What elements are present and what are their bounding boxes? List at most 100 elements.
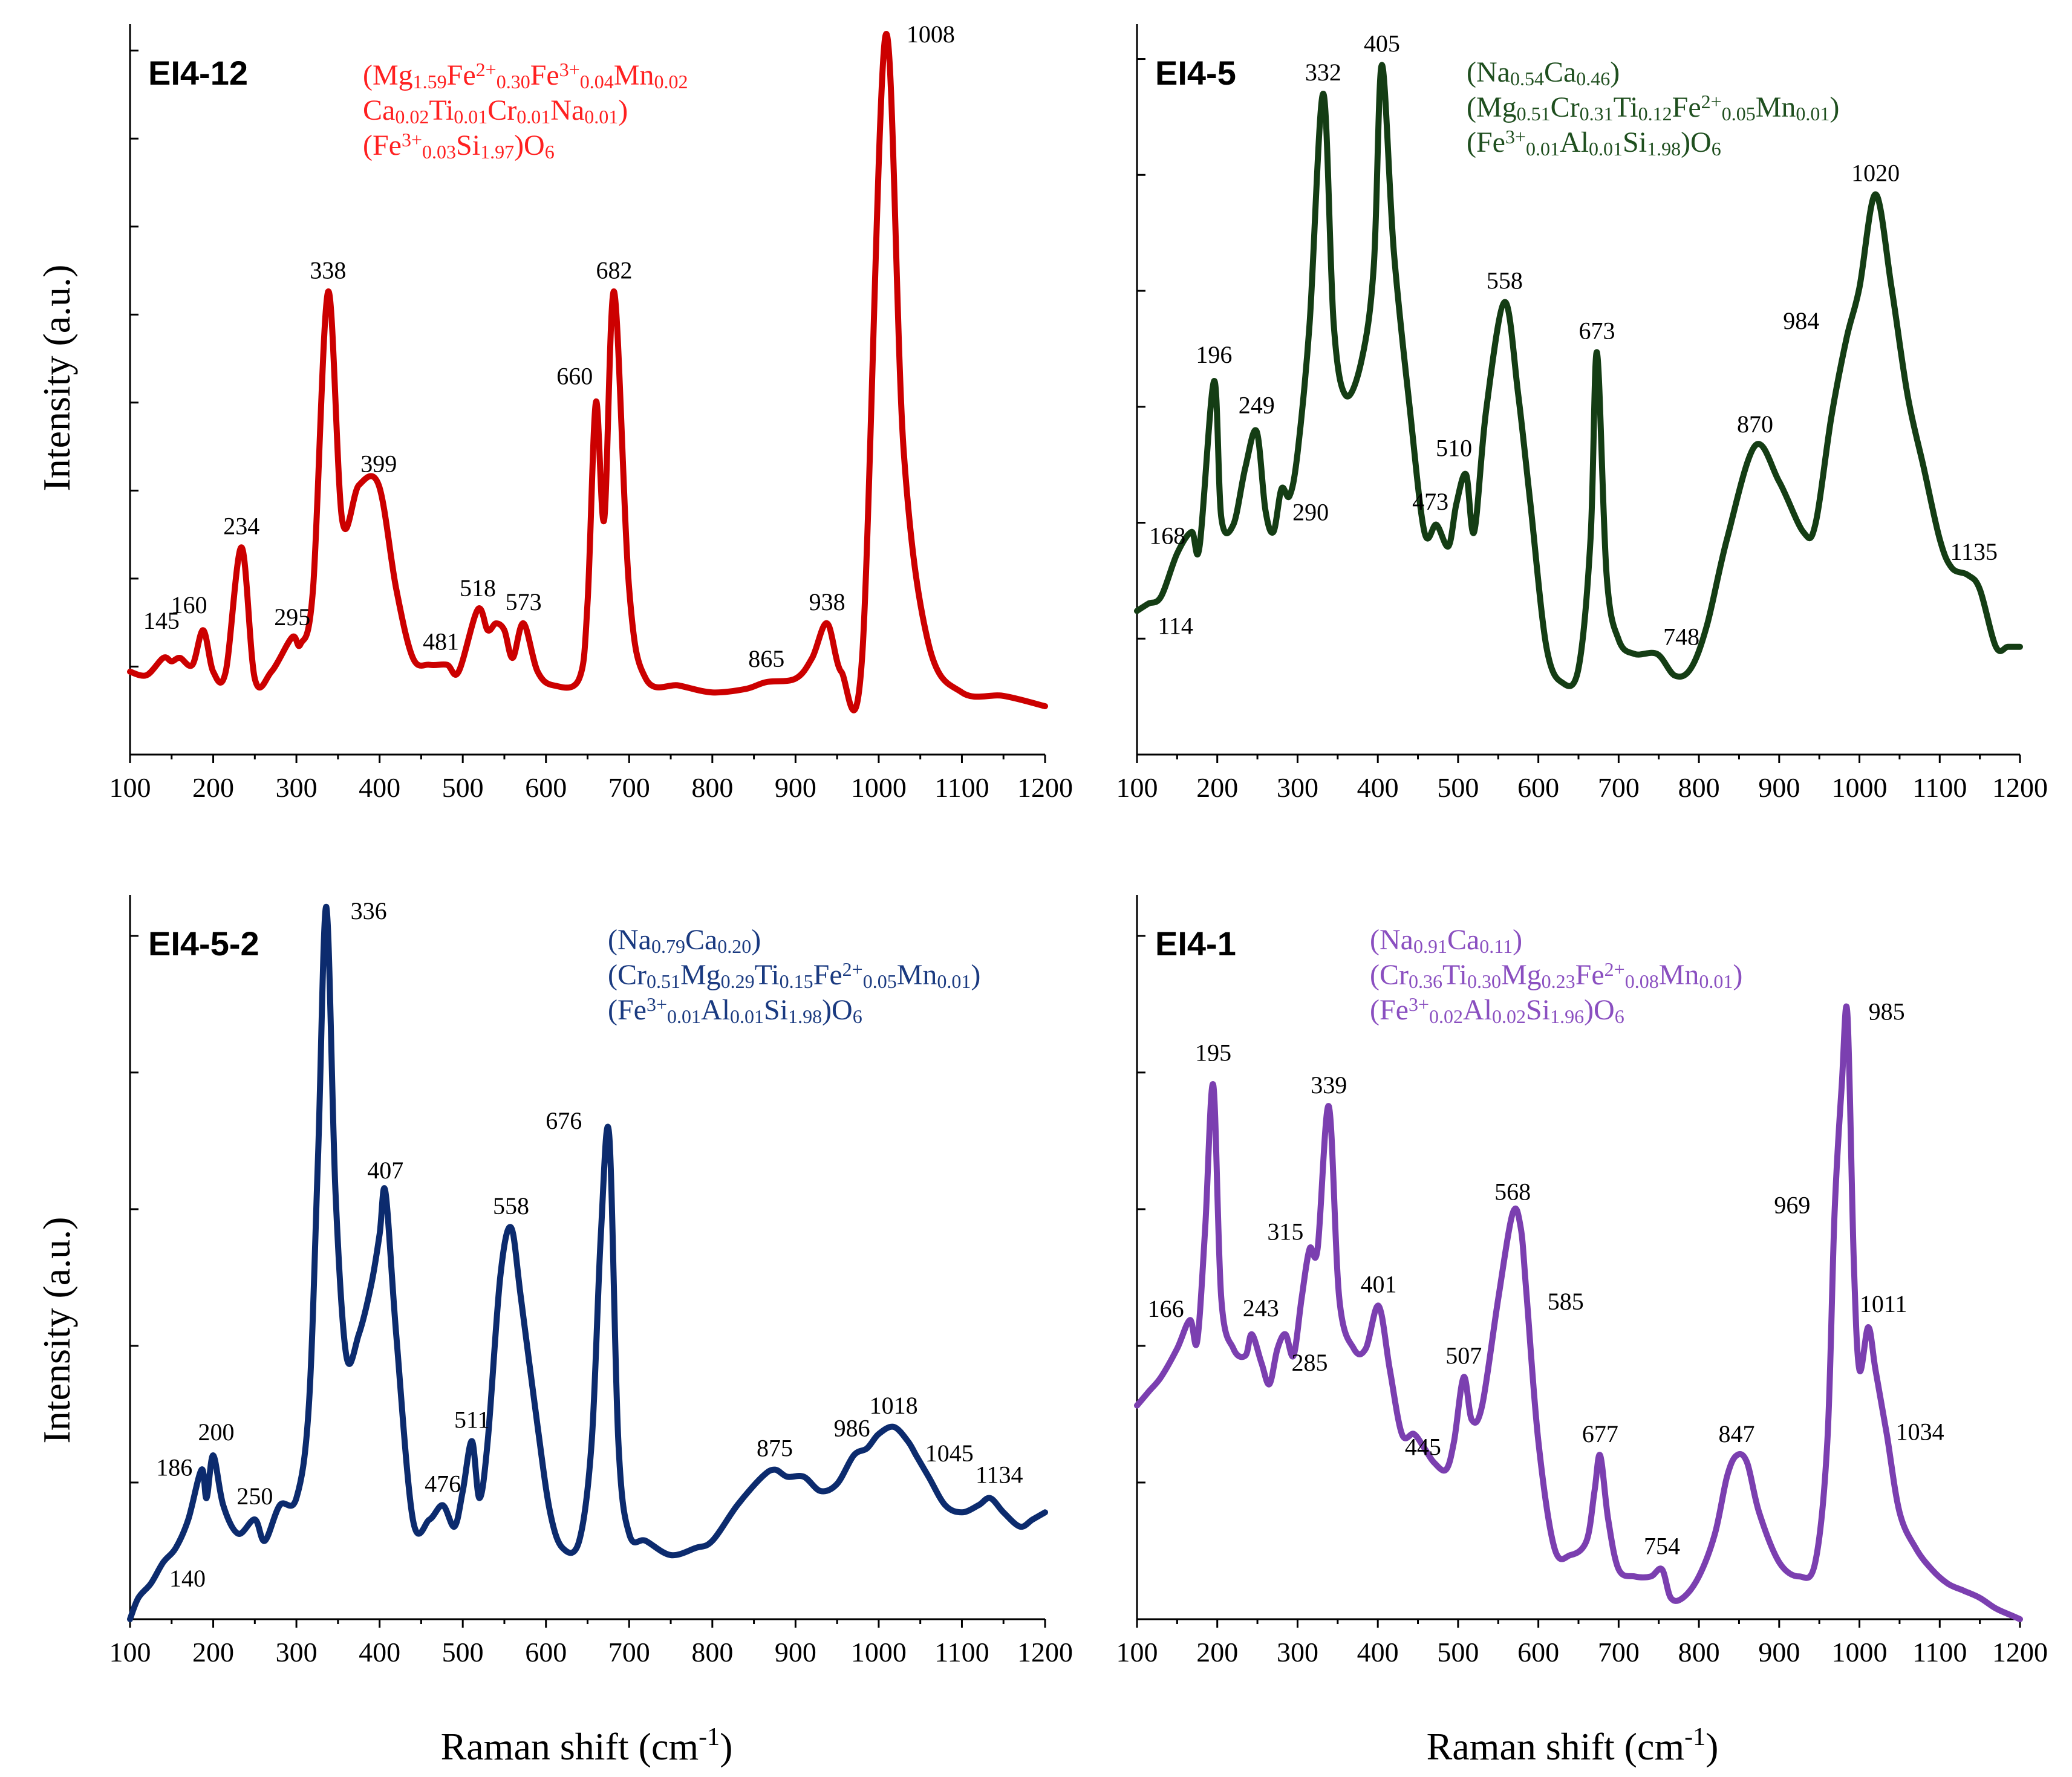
x-tick-label: 800	[1678, 1637, 1720, 1668]
formula-line: (Fe3+0.03Si1.97)O6	[363, 129, 555, 163]
formula-segment: )O	[822, 994, 853, 1026]
peak-label: 938	[809, 588, 845, 616]
x-tick-label: 400	[359, 1637, 400, 1668]
formula-segment: Si	[1623, 126, 1647, 158]
peak-label: 1134	[976, 1461, 1023, 1489]
formula-line: (Mg0.51Cr0.31Ti0.12Fe2+0.05Mn0.01)	[1467, 91, 1839, 125]
formula-line: (Na0.79Ca0.20)	[608, 924, 761, 957]
x-tick-label: 300	[1277, 772, 1318, 803]
peak-label: 336	[351, 897, 387, 924]
formula-segment: Al	[701, 994, 730, 1026]
peak-label: 558	[493, 1192, 529, 1220]
x-axis-title-exponent: -1	[699, 1723, 720, 1751]
x-tick-label: 1000	[851, 772, 907, 803]
x-tick-label: 100	[1116, 1637, 1158, 1668]
formula-line: (Na0.54Ca0.46)	[1467, 56, 1620, 89]
formula-segment: 0.01	[667, 1005, 701, 1027]
peak-label: 985	[1869, 998, 1905, 1025]
formula-segment: 2+	[1701, 91, 1722, 112]
formula-segment: 6	[853, 1005, 862, 1027]
peak-label: 518	[460, 574, 496, 602]
formula-segment: Ca	[363, 94, 395, 126]
peak-label: 476	[425, 1470, 461, 1498]
x-axis-title-right: Raman shift (cm-1)	[1427, 1723, 1719, 1768]
formula-line: (Fe3+0.01Al0.01Si1.98)O6	[608, 993, 862, 1028]
formula-line: (Fe3+0.01Al0.01Si1.98)O6	[1467, 126, 1721, 160]
formula-segment: (Mg	[1467, 91, 1517, 123]
x-tick-label: 1100	[934, 772, 989, 803]
peak-label: 677	[1582, 1420, 1618, 1447]
formula-line: (Na0.91Ca0.11)	[1370, 924, 1522, 957]
peak-label: 660	[556, 362, 593, 389]
formula-segment: Ca	[1447, 924, 1479, 956]
formula-segment: 2+	[842, 958, 863, 980]
peak-label: 870	[1737, 411, 1773, 438]
formula-segment: )	[751, 924, 761, 956]
formula-segment: 0.01	[1699, 970, 1733, 992]
peak-label: 875	[757, 1435, 793, 1462]
formula-segment: 3+	[1409, 993, 1429, 1015]
x-tick-label: 800	[691, 1637, 733, 1668]
formula-segment: 0.11	[1479, 935, 1513, 957]
formula-segment: Fe	[447, 59, 476, 91]
peak-label: 984	[1783, 307, 1819, 334]
peak-label: 405	[1364, 30, 1400, 57]
x-tick-label: 900	[775, 772, 816, 803]
peak-label: 285	[1292, 1349, 1328, 1376]
sample-label: EI4-5-2	[148, 924, 259, 963]
formula-segment: Si	[764, 994, 788, 1026]
peak-label: 673	[1579, 317, 1615, 345]
panel-ei4-12: 100 200 300 400 500 600 700 800 900 1000 1100 1200 1…	[109, 21, 1073, 803]
sample-label: EI4-12	[148, 54, 248, 92]
x-tick-label: 1200	[1017, 1637, 1073, 1668]
x-tick-label: 200	[1196, 1637, 1238, 1668]
x-tick-label: 400	[1357, 1637, 1399, 1668]
formula-segment: Na	[550, 94, 584, 126]
formula-segment: (Fe	[608, 994, 647, 1026]
x-tick-label: 100	[1116, 772, 1158, 803]
formula-segment: (Cr	[608, 959, 647, 991]
x-tick-label: 600	[1517, 1637, 1559, 1668]
formula-segment: )	[618, 94, 628, 126]
formula-segment: Ti	[429, 94, 454, 126]
formula-segment: Fe	[530, 59, 559, 91]
formula-segment: Al	[1560, 126, 1589, 158]
peak-label: 511	[454, 1406, 490, 1434]
formula-segment: 0.46	[1576, 68, 1610, 89]
formula-segment: )	[971, 959, 980, 991]
formula-segment: 1.59	[413, 71, 447, 93]
formula-segment: 0.01	[454, 106, 487, 128]
peak-label: 407	[367, 1157, 403, 1184]
formula-line: (Mg1.59Fe2+0.30Fe3+0.04Mn0.02	[363, 59, 688, 93]
peak-label: 473	[1412, 488, 1448, 515]
x-tick-label: 500	[442, 1637, 484, 1668]
formula-segment: 1.98	[1647, 138, 1681, 160]
formula-segment: 0.54	[1510, 68, 1544, 89]
formula-segment: Fe	[1672, 91, 1701, 123]
formula-segment: 0.02	[395, 106, 429, 128]
peak-label: 186	[156, 1454, 192, 1481]
y-axis-title-bottom: Intensity (a.u.)	[35, 1217, 78, 1444]
x-tick-label: 1200	[1017, 772, 1073, 803]
formula-segment: )O	[1584, 994, 1615, 1026]
formula-segment: Ti	[1614, 91, 1638, 123]
formula-segment: (Fe	[1370, 994, 1409, 1026]
peak-label: 510	[1436, 435, 1472, 462]
formula-segment: 0.36	[1409, 970, 1442, 992]
formula-segment: Cr	[487, 94, 516, 126]
peak-label: 445	[1405, 1434, 1441, 1461]
formula-segment: Ca	[685, 924, 717, 956]
x-tick-label: 500	[1437, 1637, 1479, 1668]
peak-label: 338	[310, 257, 346, 284]
formula-segment: 0.30	[497, 71, 530, 93]
formula-segment: )	[1733, 959, 1742, 991]
peak-label: 986	[834, 1414, 870, 1441]
formula-segment: (Cr	[1370, 959, 1409, 991]
panel-ei4-5-2: 100 200 300 400 500 600 700 800 900 1000 1100 1200 1…	[109, 895, 1073, 1668]
x-tick-label: 700	[1598, 772, 1640, 803]
sample-label: EI4-5	[1155, 54, 1236, 92]
spectrum-line	[1134, 1003, 2023, 1622]
formula-line: (Cr0.51Mg0.29Ti0.15Fe2+0.05Mn0.01)	[608, 958, 980, 993]
x-tick-label: 1100	[1912, 772, 1967, 803]
panel-ei4-1: 100 200 300 400 500 600 700 800 900 1000 1100 1200 1…	[1116, 895, 2048, 1668]
